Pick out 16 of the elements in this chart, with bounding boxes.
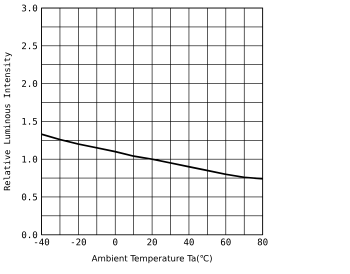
y-tick-label: 2.0 bbox=[22, 80, 38, 88]
x-tick-label: 0 bbox=[113, 238, 118, 246]
y-tick-label: 0.0 bbox=[22, 231, 38, 238]
x-axis-title: Ambient Temperature Ta(℃) bbox=[92, 254, 212, 264]
y-tick-label: 2.5 bbox=[22, 42, 38, 50]
y-tick-label: 1.5 bbox=[22, 118, 38, 125]
y-tick-label: 0.5 bbox=[22, 194, 38, 200]
x-tick-label: 40 bbox=[184, 238, 194, 246]
x-tick-label: 80 bbox=[258, 238, 268, 246]
x-tick-label: -40 bbox=[34, 238, 50, 246]
y-axis-title: Relative Luminous Intensity bbox=[4, 52, 12, 190]
x-tick-label: -20 bbox=[72, 238, 86, 246]
y-tick-label: 3.0 bbox=[22, 4, 38, 12]
x-tick-label: 20 bbox=[147, 238, 157, 246]
x-tick-label: 60 bbox=[220, 238, 231, 246]
y-tick-label: 1.0 bbox=[22, 156, 38, 163]
